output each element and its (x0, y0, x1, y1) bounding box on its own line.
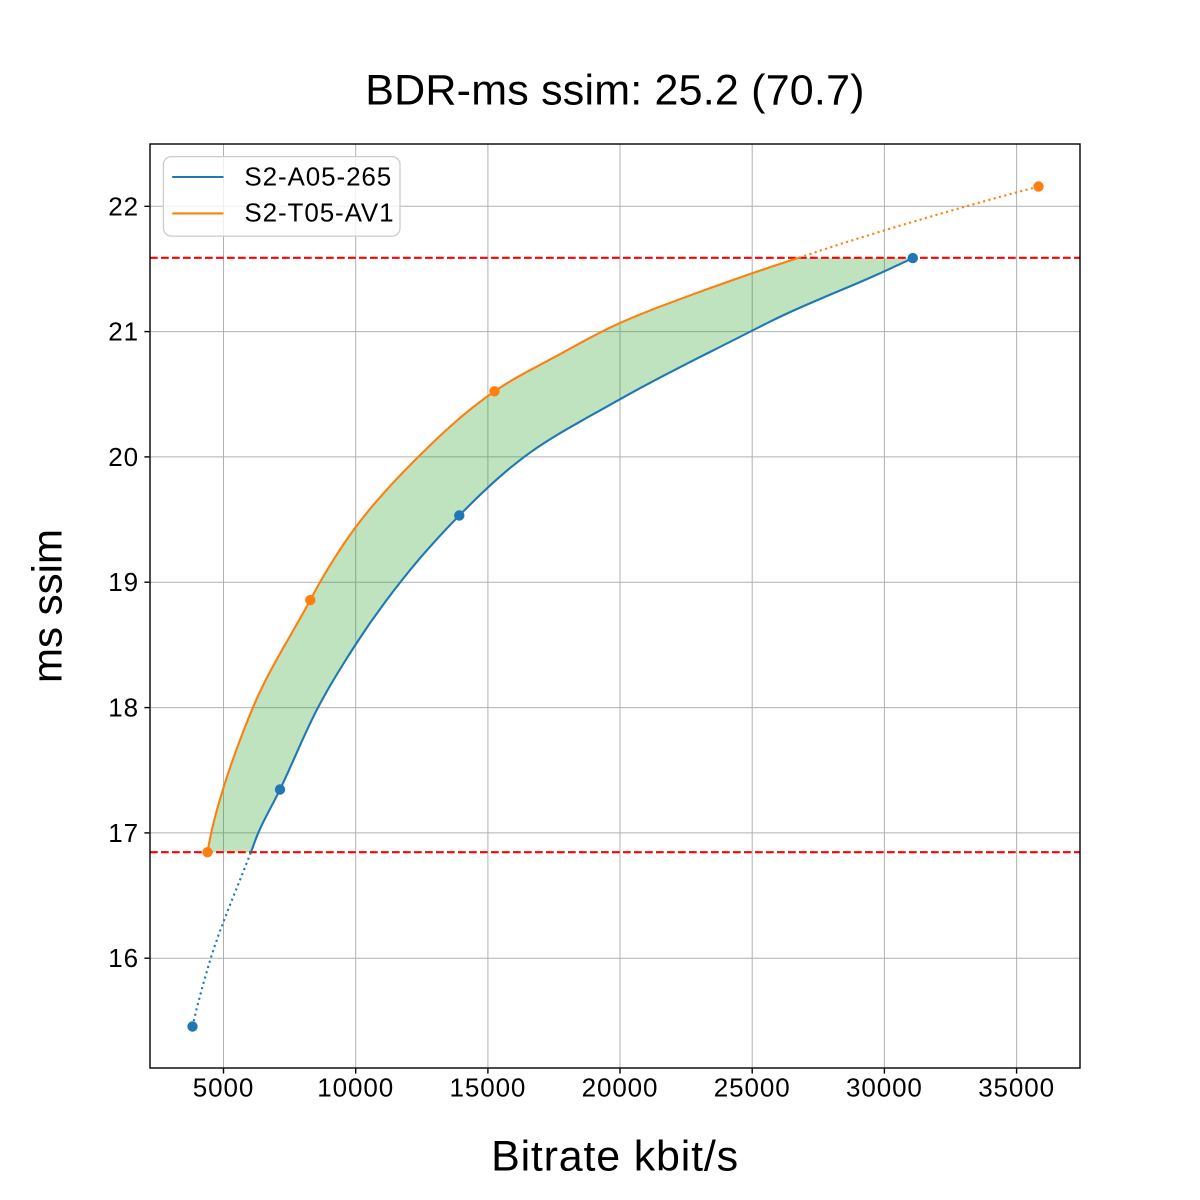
svg-text:S2-A05-265: S2-A05-265 (244, 161, 392, 191)
svg-text:22: 22 (108, 191, 139, 221)
svg-text:20: 20 (108, 442, 139, 472)
svg-text:19: 19 (108, 567, 139, 597)
svg-text:15000: 15000 (449, 1073, 526, 1103)
svg-text:BDR-ms ssim: 25.2 (70.7): BDR-ms ssim: 25.2 (70.7) (365, 66, 864, 114)
svg-text:Bitrate kbit/s: Bitrate kbit/s (491, 1133, 739, 1181)
svg-text:5000: 5000 (193, 1073, 254, 1103)
svg-text:16: 16 (108, 943, 139, 973)
svg-text:20000: 20000 (582, 1073, 659, 1103)
svg-text:21: 21 (108, 317, 139, 347)
svg-text:35000: 35000 (978, 1073, 1055, 1103)
svg-text:10000: 10000 (317, 1073, 394, 1103)
svg-text:17: 17 (108, 818, 139, 848)
svg-text:25000: 25000 (714, 1073, 791, 1103)
svg-text:30000: 30000 (846, 1073, 923, 1103)
svg-text:ms ssim: ms ssim (24, 529, 71, 683)
svg-text:18: 18 (108, 693, 139, 723)
svg-text:S2-T05-AV1: S2-T05-AV1 (244, 198, 394, 228)
